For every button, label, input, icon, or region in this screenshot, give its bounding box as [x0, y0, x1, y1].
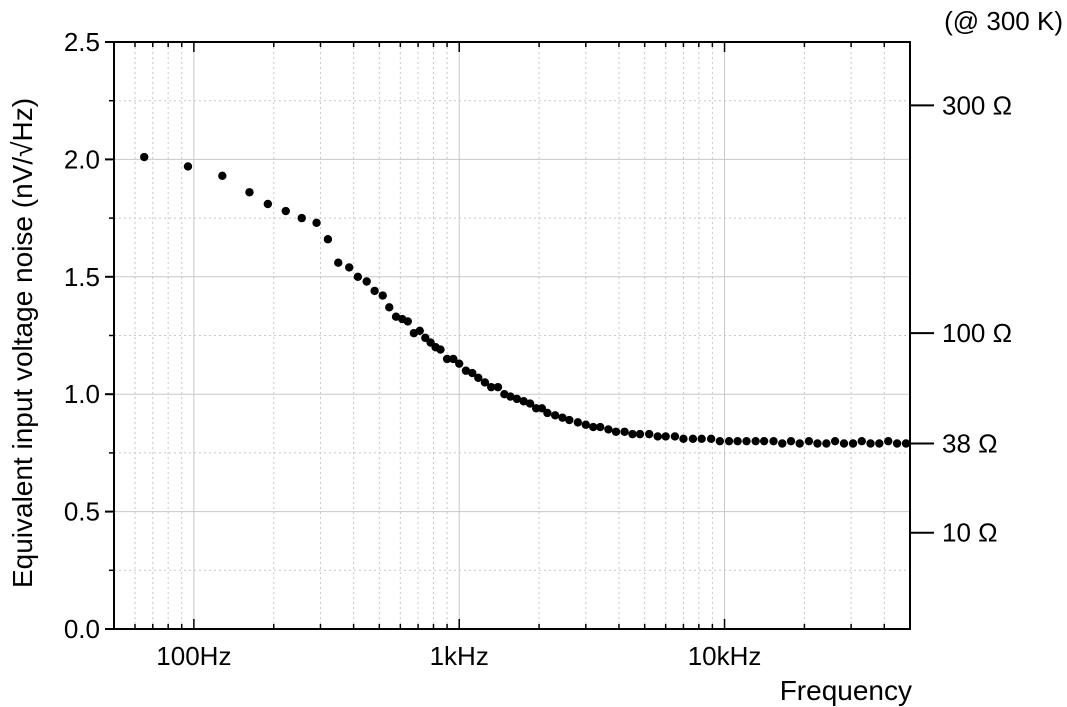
data-point	[455, 359, 464, 368]
data-point	[706, 434, 716, 444]
data-point	[370, 286, 379, 296]
data-point	[183, 162, 193, 171]
data-point	[449, 354, 458, 364]
x-tick-label: 1kHz	[430, 641, 489, 671]
data-point	[519, 397, 528, 406]
data-point	[813, 439, 822, 448]
data-point	[715, 436, 725, 446]
data-point	[385, 303, 394, 312]
data-point	[486, 382, 496, 392]
data-point	[866, 439, 875, 448]
data-point	[531, 404, 541, 413]
x-axis-label: Frequency	[780, 675, 912, 706]
data-point	[679, 434, 688, 444]
y-tick-label: 2.0	[64, 144, 100, 174]
right-tick-label: 10 Ω	[942, 518, 998, 548]
y-axis-label: Equivalent input voltage noise (nV/√Hz)	[7, 98, 38, 588]
right-tick-label: 38 Ω	[942, 429, 998, 459]
data-point	[140, 152, 149, 162]
grid-lines	[114, 42, 910, 629]
data-point	[403, 317, 412, 326]
data-point	[543, 408, 552, 418]
y-tick-label: 0.0	[64, 614, 100, 644]
right-tick-label: 300 Ω	[942, 90, 1012, 120]
data-point	[644, 429, 654, 439]
data-point	[778, 439, 787, 448]
data-points	[140, 152, 911, 448]
data-point	[334, 258, 343, 267]
data-point	[759, 436, 769, 446]
data-point	[688, 434, 698, 444]
data-point	[742, 436, 751, 446]
data-point	[786, 436, 796, 446]
data-point	[822, 439, 831, 448]
x-tick-label: 100Hz	[156, 641, 231, 671]
data-point	[839, 439, 849, 448]
data-point	[565, 415, 574, 425]
y-tick-label: 1.0	[64, 379, 100, 409]
data-point	[442, 354, 452, 364]
data-point	[653, 432, 662, 441]
data-point	[620, 427, 629, 436]
data-point	[795, 439, 804, 448]
data-point	[353, 272, 363, 281]
data-point	[550, 411, 560, 420]
data-point	[611, 427, 621, 436]
data-point	[558, 413, 567, 422]
y-tick-label: 2.5	[64, 27, 100, 57]
tick-labels: 0.0 0.5 1.0 1.5 2.0 2.5 100Hz 1kHz 10kHz 300 Ω 100…	[64, 27, 1012, 671]
data-point	[884, 436, 893, 446]
data-point	[345, 263, 354, 272]
data-point	[474, 373, 483, 382]
data-point	[512, 394, 522, 404]
data-point	[751, 436, 760, 446]
data-point	[804, 436, 814, 446]
data-point	[415, 326, 424, 336]
y-tick-label: 1.5	[64, 262, 100, 292]
data-point	[468, 368, 477, 378]
data-point	[724, 436, 734, 446]
data-point	[362, 277, 371, 286]
x-tick-label: 10kHz	[688, 641, 762, 671]
data-point	[263, 199, 273, 209]
data-point	[661, 432, 670, 441]
data-point	[628, 429, 637, 439]
data-point	[670, 432, 680, 441]
data-point	[604, 425, 613, 434]
data-point	[848, 439, 858, 448]
data-point	[830, 436, 840, 446]
data-point	[573, 418, 583, 427]
data-point	[506, 392, 515, 401]
y-tick-label: 0.5	[64, 497, 100, 527]
data-point	[281, 206, 290, 216]
tick-marks	[105, 41, 934, 630]
data-point	[635, 429, 645, 439]
data-point	[733, 436, 742, 446]
data-point	[378, 291, 387, 300]
data-point	[875, 439, 884, 448]
data-point	[596, 422, 605, 432]
data-point	[589, 422, 598, 432]
data-point	[892, 439, 902, 448]
data-point	[581, 420, 591, 429]
temperature-note: (@ 300 K)	[944, 6, 1063, 36]
data-point	[697, 434, 706, 444]
data-point	[769, 436, 778, 446]
data-point	[461, 366, 471, 375]
data-point	[537, 404, 547, 413]
data-point	[218, 171, 227, 181]
data-point	[857, 436, 866, 446]
data-point	[480, 378, 490, 387]
data-point	[493, 382, 503, 392]
data-point	[525, 399, 535, 408]
data-point	[323, 235, 333, 244]
right-tick-label: 100 Ω	[942, 318, 1012, 348]
data-point	[436, 345, 445, 354]
data-point	[245, 188, 254, 197]
data-point	[312, 218, 321, 227]
data-point	[297, 213, 306, 223]
data-point	[901, 439, 911, 448]
